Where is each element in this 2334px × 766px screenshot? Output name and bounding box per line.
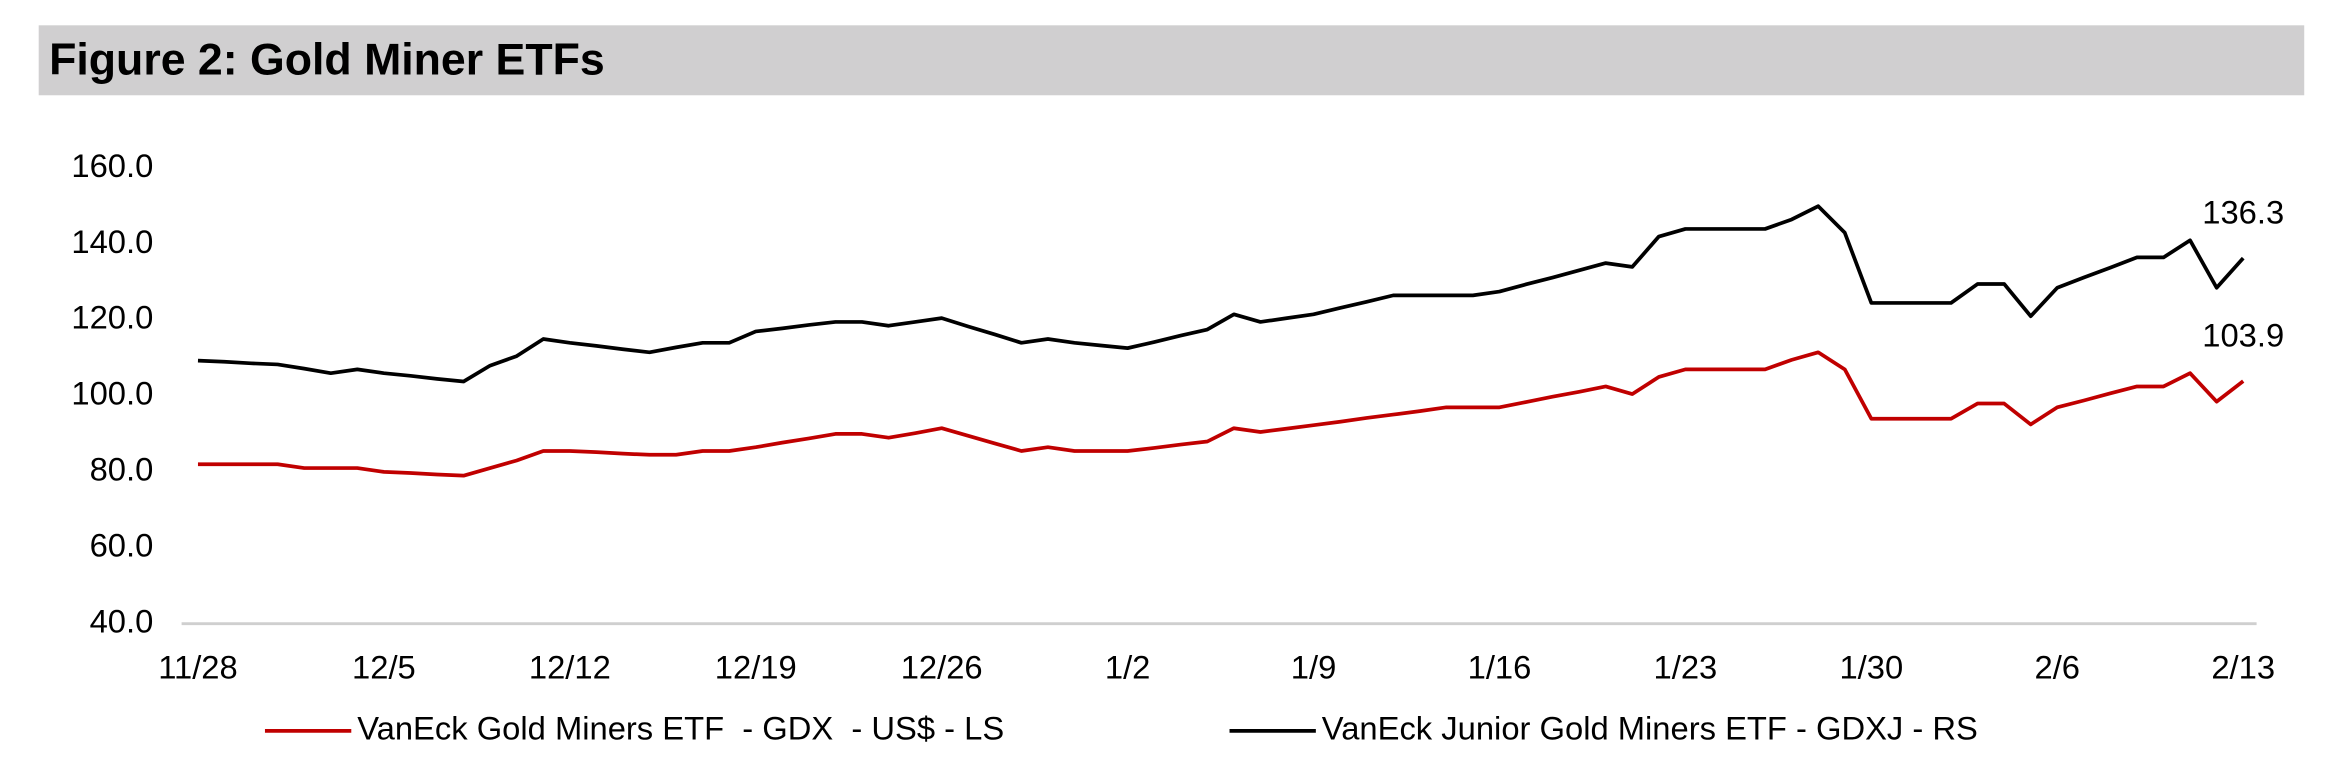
y-tick-label: 160.0 xyxy=(71,147,153,184)
y-tick-label: 80.0 xyxy=(90,451,154,488)
y-tick-label: 100.0 xyxy=(71,375,153,412)
x-tick-label: 12/12 xyxy=(529,648,611,685)
x-tick-label: 1/9 xyxy=(1291,648,1337,685)
legend-label: VanEck Gold Miners ETF - GDX - US$ - LS xyxy=(357,710,1004,747)
end-label: 136.3 xyxy=(2202,194,2284,231)
y-tick-label: 60.0 xyxy=(90,526,154,563)
title-band xyxy=(38,25,2305,96)
series-line xyxy=(197,350,2245,478)
y-tick-label: 40.0 xyxy=(90,602,154,639)
x-tick-label: 11/28 xyxy=(158,648,238,685)
x-tick-label: 1/23 xyxy=(1654,648,1718,685)
y-tick-label: 140.0 xyxy=(71,223,153,260)
x-tick-label: 2/13 xyxy=(2211,648,2275,685)
end-label: 103.9 xyxy=(2202,317,2284,354)
x-tick-label: 12/26 xyxy=(901,648,983,685)
x-tick-label: 1/2 xyxy=(1105,648,1151,685)
x-tick-label: 1/30 xyxy=(1839,648,1903,685)
legend-label: VanEck Junior Gold Miners ETF - GDXJ - R… xyxy=(1322,710,1978,747)
x-tick-label: 12/19 xyxy=(715,648,797,685)
x-tick-label: 12/5 xyxy=(352,648,416,685)
series-line xyxy=(197,204,2245,384)
chart-title: Figure 2: Gold Miner ETFs xyxy=(49,35,605,84)
x-tick-label: 1/16 xyxy=(1468,648,1532,685)
x-tick-label: 2/6 xyxy=(2035,648,2081,685)
y-tick-label: 120.0 xyxy=(71,299,153,336)
